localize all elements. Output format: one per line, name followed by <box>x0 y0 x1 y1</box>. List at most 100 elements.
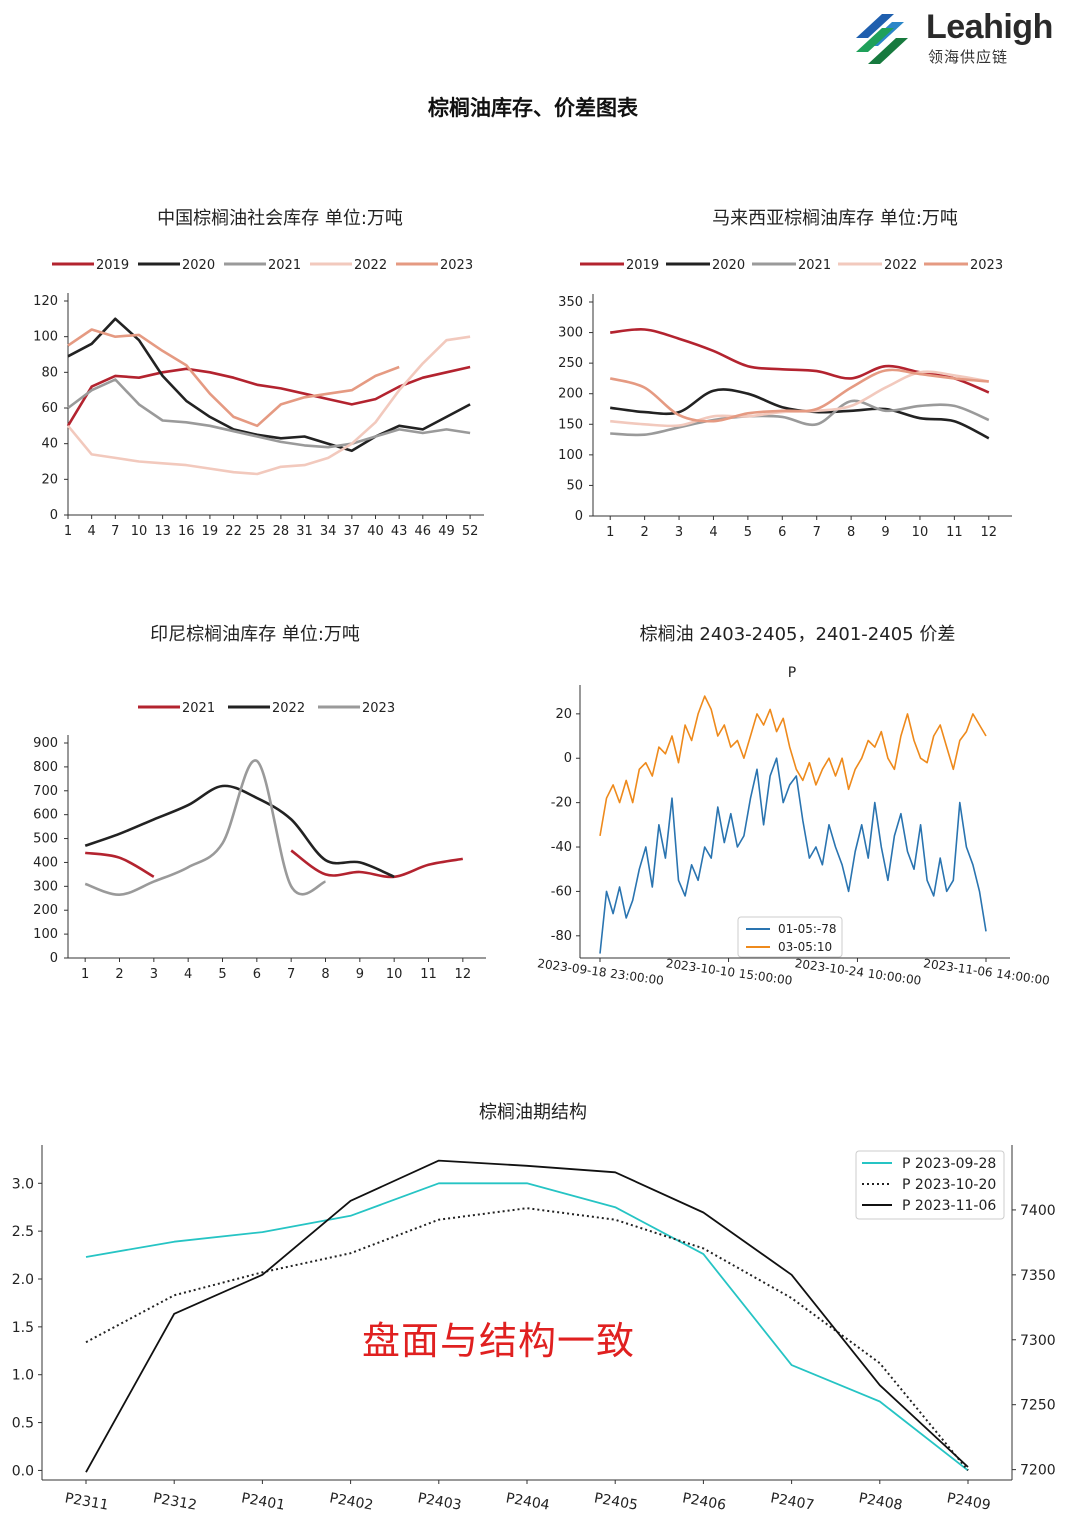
china-inventory-chart: 0 20 40 60 80 100 120 1 4 7 10 13 16 19 22 25 28 31 34 37 40… <box>33 258 484 539</box>
right-tick-label: 7200 <box>1020 1463 1056 1479</box>
x-tick-label: 7 <box>813 525 821 540</box>
legend-label: P 2023-10-20 <box>902 1177 996 1193</box>
x-tick-label: 3 <box>675 525 683 540</box>
x-tick-label: 11 <box>946 525 963 540</box>
series-line-2021 <box>67 378 471 449</box>
x-tick-label: P2401 <box>240 1490 286 1513</box>
right-tick-label: 7300 <box>1020 1333 1056 1349</box>
series-line-P-2023-10-20 <box>85 1207 969 1472</box>
legend-label-2019: 2019 <box>96 258 129 273</box>
y-tick-label: 100 <box>558 448 583 463</box>
x-tick-label: 2023-09-18 23:00:00 <box>536 956 664 988</box>
left-tick-label: 3.0 <box>12 1176 34 1192</box>
legend-label-2020: 2020 <box>712 258 745 273</box>
right-tick-label: 7250 <box>1020 1398 1056 1414</box>
legend-label-2022: 2022 <box>272 701 305 716</box>
x-tick-label: P2402 <box>328 1490 374 1513</box>
series-line-2020 <box>67 317 471 453</box>
y-tick-label: 100 <box>33 927 58 942</box>
x-tick-label: 12 <box>455 967 472 982</box>
x-tick-label: 34 <box>320 524 337 539</box>
legend-label-2023: 2023 <box>440 258 473 273</box>
logo: Leahigh 领海供应链 <box>852 6 1072 68</box>
logo-name: Leahigh <box>926 8 1053 46</box>
logo-mark-icon <box>856 14 908 64</box>
y-tick-label: 600 <box>33 808 58 823</box>
x-tick-label: 4 <box>709 525 717 540</box>
y-tick-label: 200 <box>33 903 58 918</box>
y-tick-label: -80 <box>551 929 572 944</box>
y-tick-label: 100 <box>33 330 58 345</box>
y-tick-label: 300 <box>558 326 583 341</box>
page-title: 棕榈油库存、价差图表 <box>428 96 638 120</box>
x-tick-label: 4 <box>184 967 192 982</box>
y-tick-label: 400 <box>33 855 58 870</box>
x-tick-label: P2408 <box>857 1490 903 1513</box>
y-tick-label: 50 <box>566 478 583 493</box>
y-tick-label: 200 <box>558 387 583 402</box>
series-line-2022 <box>610 370 990 428</box>
y-tick-label: -20 <box>551 796 572 811</box>
y-tick-label: 0 <box>564 751 572 766</box>
y-tick-label: 80 <box>41 365 58 380</box>
x-tick-label: 9 <box>356 967 364 982</box>
x-tick-label: P2407 <box>769 1490 815 1513</box>
x-tick-label: 2023-11-06 14:00:00 <box>922 956 1050 988</box>
series-line-2023 <box>67 328 400 428</box>
y-tick-label: 20 <box>555 707 572 722</box>
legend-label: P 2023-11-06 <box>902 1198 996 1214</box>
x-tick-label: 8 <box>847 525 855 540</box>
x-tick-label: 28 <box>273 524 290 539</box>
left-tick-label: 1.0 <box>12 1368 34 1384</box>
x-tick-label: 52 <box>462 524 479 539</box>
x-tick-label: 25 <box>249 524 266 539</box>
y-tick-label: 0 <box>575 509 583 524</box>
x-tick-label: 49 <box>438 524 455 539</box>
malaysia-chart-title: 马来西亚棕榈油库存 单位:万吨 <box>712 208 958 229</box>
x-tick-label: 46 <box>415 524 432 539</box>
x-tick-label: 1 <box>64 524 72 539</box>
y-tick-label: 250 <box>558 356 583 371</box>
x-tick-label: 6 <box>778 525 786 540</box>
x-tick-label: 31 <box>296 524 313 539</box>
series-line-2023 <box>84 759 327 897</box>
legend-label-03-05:10: 03-05:10 <box>778 940 832 954</box>
spread-subtitle: P <box>788 665 796 681</box>
legend-label-2019: 2019 <box>626 258 659 273</box>
x-tick-label: P2312 <box>152 1490 198 1513</box>
y-tick-label: 350 <box>558 295 583 310</box>
x-tick-label: 2023-10-10 15:00:00 <box>665 956 793 988</box>
series-line-03-05:10 <box>599 695 987 837</box>
y-tick-label: 150 <box>558 417 583 432</box>
x-tick-label: 10 <box>386 967 403 982</box>
y-tick-label: -60 <box>551 884 572 899</box>
left-tick-label: 1.5 <box>12 1320 34 1336</box>
y-tick-label: 120 <box>33 294 58 309</box>
china-chart-title: 中国棕榈油社会库存 单位:万吨 <box>157 208 403 229</box>
legend-box <box>855 1150 1005 1220</box>
structure-chart-title: 棕榈油期结构 <box>479 1102 587 1123</box>
y-tick-label: 500 <box>33 832 58 847</box>
x-tick-label: 1 <box>606 525 614 540</box>
logo-subtitle: 领海供应链 <box>928 48 1009 66</box>
series-line-2021 <box>610 399 990 437</box>
y-tick-label: 20 <box>41 472 58 487</box>
series-line-01-05:-78 <box>599 757 987 954</box>
x-tick-label: 5 <box>744 525 752 540</box>
x-tick-label: 5 <box>218 967 226 982</box>
x-tick-label: 7 <box>111 524 119 539</box>
x-tick-label: P2403 <box>416 1490 462 1513</box>
y-tick-label: 800 <box>33 760 58 775</box>
left-tick-label: 2.0 <box>12 1272 34 1288</box>
spread-chart-title: 棕榈油 2403-2405，2401-2405 价差 <box>639 624 956 645</box>
x-tick-label: P2406 <box>681 1490 727 1513</box>
indonesia-chart-title: 印尼棕榈油库存 单位:万吨 <box>150 624 360 645</box>
legend-label-2023: 2023 <box>362 701 395 716</box>
series-line-2021 <box>85 849 464 879</box>
x-tick-label: 4 <box>88 524 96 539</box>
legend-label: P 2023-09-28 <box>902 1156 996 1172</box>
legend-label-2021: 2021 <box>182 701 215 716</box>
series-line-2022 <box>66 335 471 476</box>
